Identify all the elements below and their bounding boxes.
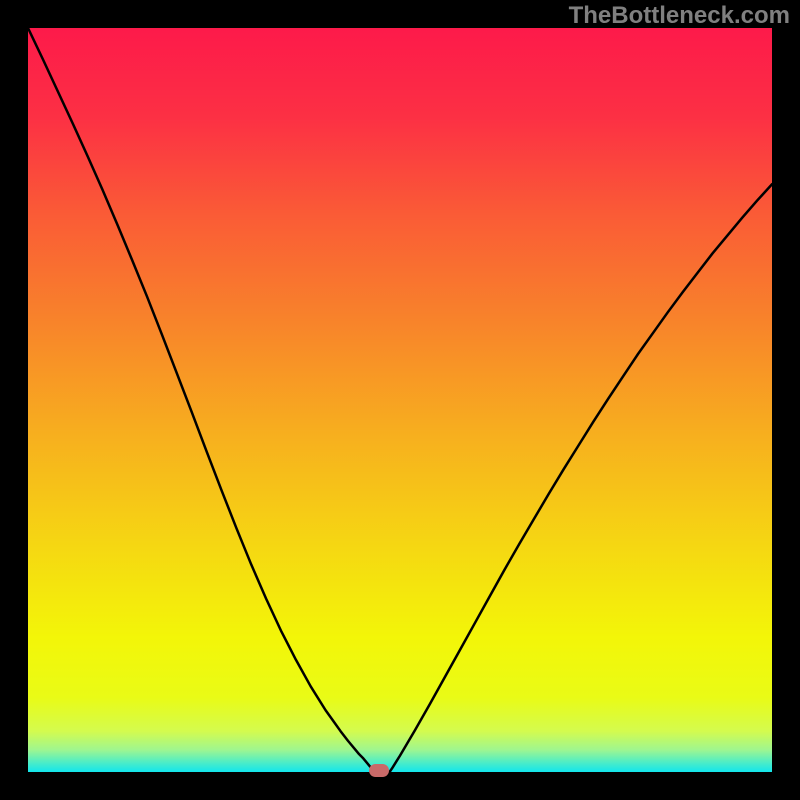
plot-area	[28, 28, 772, 772]
chart-frame: TheBottleneck.com	[0, 0, 800, 800]
plot-svg	[28, 28, 772, 772]
optimal-point-marker	[369, 764, 389, 777]
gradient-background	[28, 28, 772, 772]
watermark-text: TheBottleneck.com	[569, 2, 790, 30]
